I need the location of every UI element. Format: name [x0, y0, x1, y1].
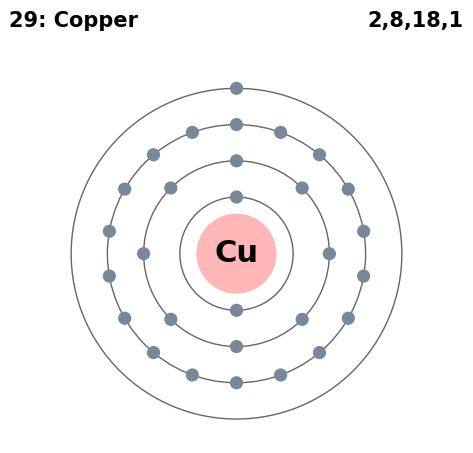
Circle shape: [231, 155, 242, 167]
Circle shape: [342, 313, 354, 324]
Circle shape: [138, 248, 149, 260]
Circle shape: [342, 183, 354, 195]
Circle shape: [148, 347, 159, 358]
Text: 2,8,18,1: 2,8,18,1: [368, 11, 464, 31]
Circle shape: [148, 149, 159, 161]
Circle shape: [275, 126, 287, 138]
Text: Cu: Cu: [214, 239, 259, 268]
Circle shape: [165, 182, 177, 194]
Circle shape: [198, 215, 275, 292]
Circle shape: [231, 82, 242, 94]
Circle shape: [314, 347, 325, 358]
Circle shape: [324, 248, 335, 260]
Text: 29: Copper: 29: Copper: [9, 11, 139, 31]
Circle shape: [296, 182, 308, 194]
Circle shape: [119, 312, 131, 324]
Circle shape: [119, 183, 131, 195]
Circle shape: [358, 270, 369, 282]
Circle shape: [296, 313, 308, 325]
Circle shape: [104, 226, 115, 237]
Circle shape: [358, 226, 369, 237]
Circle shape: [231, 304, 242, 316]
Circle shape: [275, 369, 287, 381]
Circle shape: [186, 369, 198, 381]
Circle shape: [231, 119, 242, 130]
Circle shape: [104, 270, 115, 282]
Circle shape: [314, 149, 325, 161]
Circle shape: [231, 377, 242, 389]
Circle shape: [165, 313, 177, 325]
Circle shape: [186, 126, 198, 138]
Circle shape: [231, 341, 242, 352]
Circle shape: [231, 191, 242, 203]
